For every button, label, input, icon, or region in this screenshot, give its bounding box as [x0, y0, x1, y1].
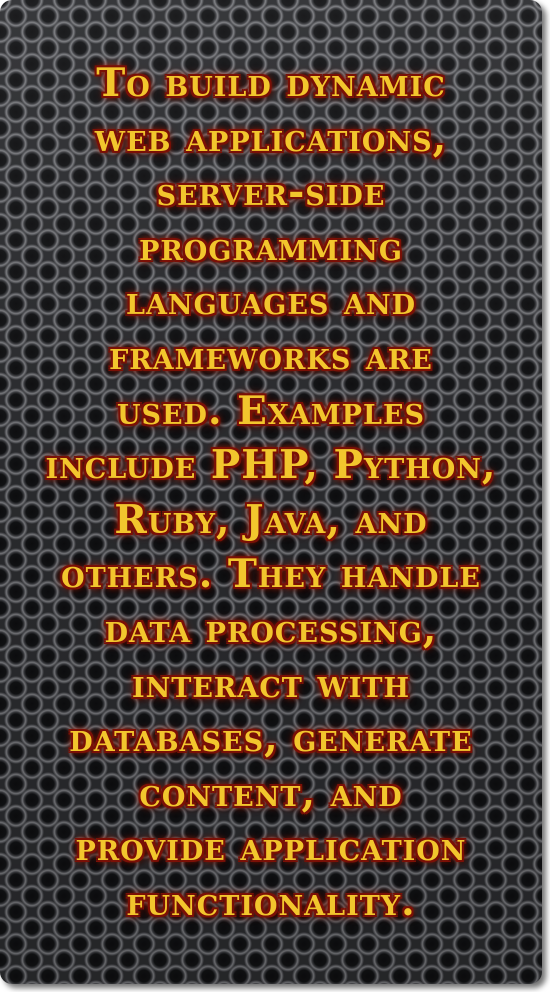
- perforated-metal-card: To build dynamic web applications, serve…: [0, 0, 542, 984]
- text-line-16: functionality.: [126, 878, 416, 925]
- text-line-9: Ruby, Java, and: [114, 496, 428, 543]
- text-line-12: interact with: [131, 660, 411, 707]
- text-line-13: databases, generate: [69, 715, 473, 762]
- text-line-7: used. Examples: [116, 387, 426, 434]
- text-line-10: others. They handle: [61, 551, 481, 598]
- text-line-5: languages and: [125, 278, 417, 325]
- text-line-11: data processing,: [104, 605, 438, 652]
- body-text: To build dynamic web applications, serve…: [14, 56, 528, 930]
- text-line-8: include PHP, Python,: [45, 442, 497, 489]
- text-line-2: web applications,: [94, 114, 448, 161]
- text-line-3: server-side: [156, 169, 386, 216]
- text-line-4: programming: [139, 223, 403, 270]
- text-line-15: provide application: [75, 824, 467, 871]
- text-line-14: content, and: [139, 769, 403, 816]
- text-line-1: To build dynamic: [96, 60, 446, 106]
- text-line-6: frameworks are: [109, 332, 433, 379]
